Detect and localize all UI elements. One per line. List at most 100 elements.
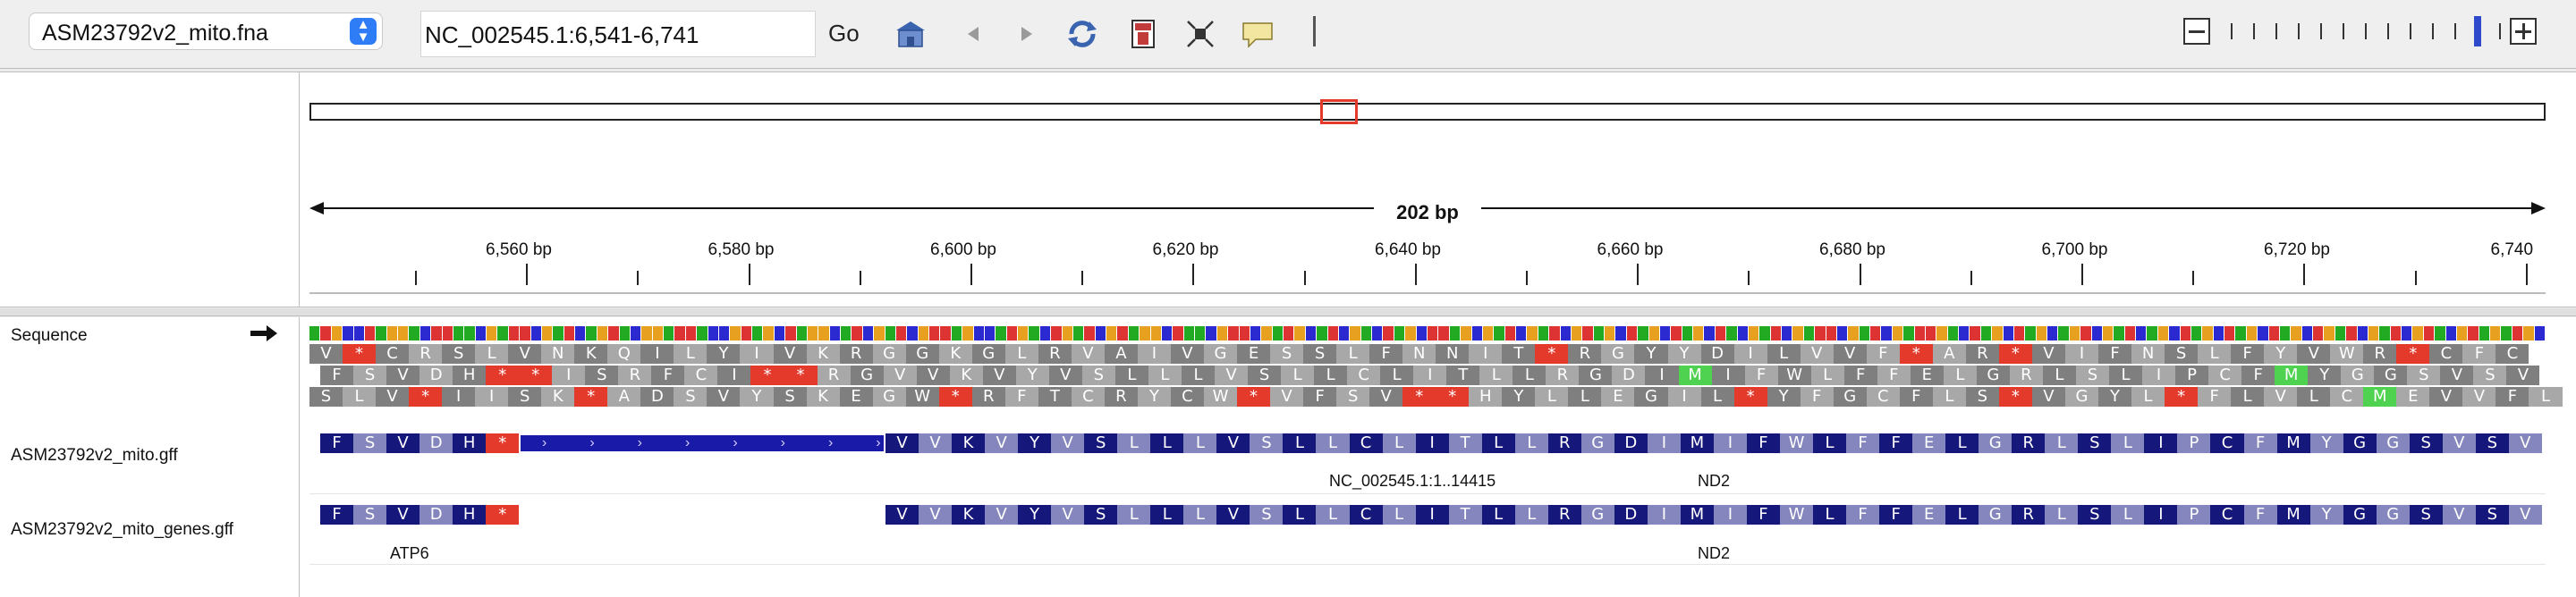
base	[530, 326, 541, 341]
amino-acid: L	[1535, 387, 1569, 407]
base	[1327, 326, 1338, 341]
back-icon[interactable]	[955, 18, 991, 50]
zoom-out-button[interactable]	[2183, 18, 2210, 45]
fit-icon[interactable]	[1182, 18, 1218, 50]
amino-acid: G	[1979, 433, 2012, 453]
zoom-level-tick[interactable]	[2387, 23, 2389, 39]
zoom-level-tick[interactable]	[2253, 23, 2255, 39]
zoom-level-tick[interactable]	[2343, 23, 2344, 39]
base	[1759, 326, 1770, 341]
amino-acid: F	[2243, 505, 2277, 525]
zoom-level-tick[interactable]	[2432, 23, 2434, 39]
base	[1438, 326, 1449, 341]
stop-codon: *	[409, 387, 443, 407]
popup-icon[interactable]	[1240, 18, 1275, 50]
amino-acid: V	[1216, 433, 1250, 453]
amino-acid: S	[1303, 344, 1337, 364]
amino-acid: D	[1614, 433, 1648, 453]
base	[1626, 326, 1638, 341]
base	[1538, 326, 1549, 341]
chromosome-ideogram[interactable]	[309, 103, 2546, 121]
amino-acid: S	[1965, 387, 1999, 407]
amino-acid: V	[1270, 387, 1304, 407]
base	[2013, 326, 2025, 341]
locus-input[interactable]: NC_002545.1:6,541-6,741	[420, 11, 816, 57]
zoom-level-tick[interactable]	[2499, 23, 2501, 39]
stop-codon: *	[1899, 344, 1933, 364]
amino-acid: W	[905, 387, 939, 407]
amino-acid: L	[1513, 366, 1546, 385]
base	[763, 326, 774, 341]
amino-acid: I	[2064, 344, 2098, 364]
base	[685, 326, 697, 341]
zoom-level-tick[interactable]	[2275, 23, 2277, 39]
base	[1770, 326, 1782, 341]
amino-acid: V	[386, 366, 420, 385]
ruler-tick	[859, 271, 861, 285]
zoom-level-tick[interactable]	[2365, 23, 2367, 39]
ruler-tick	[2081, 264, 2083, 285]
amino-acid: I	[1647, 433, 1681, 453]
amino-acid: G	[2341, 366, 2375, 385]
amino-acid: R	[1546, 366, 1580, 385]
stop-codon: *	[343, 344, 377, 364]
zoom-level-tick[interactable]	[2231, 23, 2233, 39]
amino-acid: V	[886, 505, 919, 525]
amino-acid: G	[2343, 433, 2377, 453]
go-button[interactable]: Go	[828, 20, 860, 46]
genes-track-label[interactable]: ASM23792v2_mito_genes.gff	[11, 520, 233, 539]
span-arrow	[309, 198, 2546, 219]
amino-acid: L	[1117, 433, 1151, 453]
genome-dropdown[interactable]: ASM23792v2_mito.fna ▲ ▼	[29, 13, 383, 50]
ideogram-current-region[interactable]	[1320, 99, 1358, 124]
amino-acid: I	[1667, 387, 1701, 407]
amino-acid: S	[773, 387, 807, 407]
gff-track-label[interactable]: ASM23792v2_mito.gff	[11, 446, 178, 465]
amino-acid: C	[2496, 344, 2529, 364]
amino-acid: S	[2407, 366, 2441, 385]
sequence-track-label[interactable]: Sequence	[11, 326, 88, 345]
base	[1006, 326, 1018, 341]
zoom-in-button[interactable]	[2510, 18, 2537, 45]
amino-acid: S	[1250, 505, 1284, 525]
amino-acid: V	[919, 505, 953, 525]
amino-acid: L	[1943, 366, 1977, 385]
strand-arrow-icon[interactable]	[249, 324, 279, 342]
refresh-icon[interactable]	[1064, 18, 1100, 50]
amino-acid: F	[1846, 505, 1880, 525]
amino-acid: V	[1071, 344, 1105, 364]
panel-divider[interactable]	[0, 308, 2576, 316]
base	[1671, 326, 1682, 341]
base	[2534, 326, 2545, 341]
zoom-current-level[interactable]	[2474, 16, 2481, 46]
amino-acid: L	[1380, 366, 1414, 385]
amino-acid: G	[872, 344, 906, 364]
stop-codon: *	[1998, 344, 2032, 364]
zoom-level-tick[interactable]	[2454, 23, 2456, 39]
genes-feature[interactable]: F S V D H * V V K V Y V S L L L V S L L C L I T L L R G D I M I F W L F F E L G…	[309, 503, 2546, 526]
amino-acid: L	[2297, 387, 2331, 407]
base	[597, 326, 608, 341]
roi-icon[interactable]	[1125, 18, 1161, 50]
base	[1051, 326, 1062, 341]
base	[1826, 326, 1836, 341]
amino-acid: L	[1514, 505, 1548, 525]
base	[1272, 326, 1284, 341]
base	[929, 326, 940, 341]
base	[718, 326, 730, 341]
amino-acid: E	[1912, 433, 1946, 453]
forward-icon[interactable]	[1009, 18, 1045, 50]
home-icon[interactable]	[893, 18, 928, 50]
zoom-level-tick[interactable]	[2298, 23, 2300, 39]
base	[343, 326, 353, 341]
base	[2180, 326, 2190, 341]
zoom-level-tick[interactable]	[2320, 23, 2322, 39]
amino-acid: V	[309, 344, 343, 364]
gff-feature[interactable]: FSVDH*››››››››VVKVYVSLLLVSLLCLITLLRGDIMI…	[309, 432, 2546, 455]
amino-acid: S	[2475, 433, 2509, 453]
base	[1992, 326, 2003, 341]
amino-acid: F	[1846, 433, 1880, 453]
zoom-level-tick[interactable]	[2410, 23, 2411, 39]
amino-acid: W	[1204, 387, 1238, 407]
amino-acid: C	[2210, 433, 2244, 453]
